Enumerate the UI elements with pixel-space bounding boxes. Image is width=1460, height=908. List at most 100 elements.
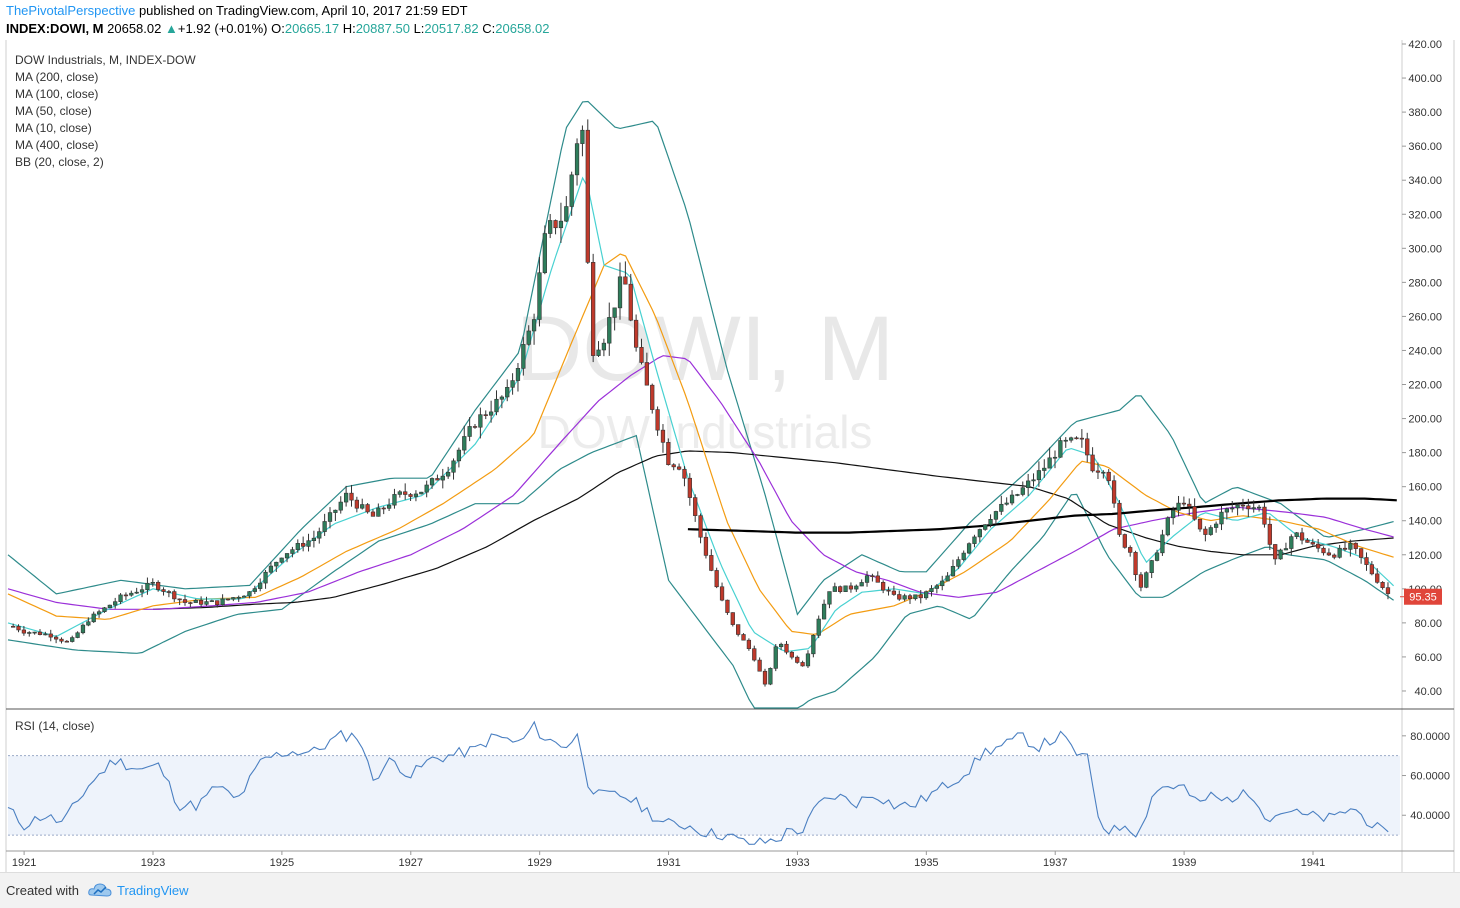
candle-down (800, 662, 805, 667)
close-value: 20658.02 (495, 21, 550, 36)
candle-down (381, 507, 386, 510)
candle-up (1165, 517, 1170, 536)
close-label: C: (482, 21, 496, 36)
candle-down (746, 639, 752, 649)
price-tick-label: 300.00 (1408, 243, 1442, 255)
price-chart[interactable]: DOWI, M DOW Industrials 40.00 60.00 80.00 1… (0, 0, 1460, 872)
candle-down (1299, 532, 1305, 541)
candle-down (215, 600, 220, 606)
price-tick-label: 400.00 (1408, 73, 1442, 85)
price-tick-label: 360.00 (1408, 141, 1442, 153)
candle-up (295, 543, 300, 550)
candle-up (446, 471, 451, 477)
candle-down (891, 590, 897, 595)
candle-down (650, 384, 655, 410)
price-tick-label: 280.00 (1408, 277, 1442, 289)
candle-up (999, 503, 1004, 512)
candle-down (591, 262, 596, 356)
candle-down (553, 220, 558, 229)
candle-up (510, 380, 515, 388)
candle-up (306, 540, 311, 547)
candle-up (274, 561, 279, 567)
candle-up (1251, 507, 1256, 510)
candle-up (832, 586, 837, 592)
candle-up (91, 613, 96, 623)
x-tick-label: 1927 (399, 857, 423, 869)
candle-up (1058, 440, 1063, 458)
candle-up (247, 591, 252, 597)
candle-up (96, 611, 102, 615)
candle-up (263, 571, 268, 584)
candle-down (789, 651, 794, 658)
candle-down (1385, 587, 1391, 594)
candle-down (1192, 506, 1197, 520)
candle-down (676, 466, 682, 470)
legend-bb[interactable]: BB (20, close, 2) (15, 155, 104, 169)
candle-up (86, 621, 91, 626)
candle-up (1020, 487, 1025, 495)
legend-ma400[interactable]: MA (400, close) (15, 138, 99, 152)
candle-up (811, 635, 816, 655)
candle-up (467, 426, 472, 437)
candle-down (1326, 552, 1332, 556)
candle-down (736, 624, 741, 635)
candle-down (198, 599, 204, 605)
candle-up (150, 581, 155, 584)
candle-up (977, 529, 982, 538)
candle-down (1364, 557, 1369, 565)
candle-up (392, 494, 397, 506)
author-link[interactable]: ThePivotalPerspective (6, 3, 136, 18)
candle-up (209, 600, 214, 602)
candle-down (1262, 506, 1267, 525)
candle-up (429, 478, 435, 486)
price-tick-label: 40.00 (1414, 686, 1442, 698)
candle-up (1160, 534, 1165, 554)
candle-up (505, 387, 510, 398)
legend-ma10[interactable]: MA (10, close) (15, 121, 92, 135)
candle-up (488, 411, 494, 416)
candle-up (478, 414, 483, 428)
candle-down (37, 631, 43, 635)
candle-up (451, 460, 456, 473)
candle-down (703, 536, 709, 556)
candle-up (413, 493, 419, 497)
candle-down (177, 598, 182, 601)
rsi-tick-label: 80.0000 (1410, 731, 1450, 743)
candle-up (558, 220, 564, 229)
candle-down (301, 543, 306, 547)
candle-up (284, 553, 290, 559)
candle-down (64, 640, 69, 643)
ohlc-line: INDEX:DOWI, M 20658.02 ▲+1.92 (+0.01%) O… (6, 21, 550, 36)
candle-down (655, 409, 660, 431)
tradingview-link[interactable]: TradingView (117, 883, 189, 898)
price-tick-label: 120.00 (1408, 550, 1442, 562)
watermark-sub: DOW Industrials (538, 406, 873, 458)
legend-ma50[interactable]: MA (50, close) (15, 104, 92, 118)
candle-down (161, 589, 166, 592)
candle-up (1009, 494, 1015, 504)
candle-up (1052, 456, 1058, 459)
candle-up (231, 597, 236, 600)
bollinger-upper-band (7, 100, 1394, 616)
low-value: 20517.82 (424, 21, 479, 36)
candle-up (940, 580, 945, 587)
candle-down (1246, 505, 1251, 510)
chart-frame (5, 40, 1455, 872)
legend-title[interactable]: DOW Industrials, M, INDEX-DOW (15, 53, 196, 67)
candle-down (682, 468, 687, 479)
candle-up (1101, 471, 1106, 474)
legend-ma200[interactable]: MA (200, close) (15, 70, 99, 84)
candle-up (1015, 494, 1020, 496)
x-tick-label: 1939 (1172, 857, 1196, 869)
candle-up (1068, 437, 1074, 441)
candle-up (1026, 480, 1031, 489)
candle-down (403, 491, 408, 495)
legend-ma100[interactable]: MA (100, close) (15, 87, 99, 101)
legend-rsi[interactable]: RSI (14, close) (15, 719, 95, 733)
candle-down (1106, 471, 1111, 482)
candle-up (376, 507, 381, 517)
x-tick-label: 1929 (527, 857, 551, 869)
candle-down (644, 362, 649, 386)
candle-down (472, 426, 478, 428)
candle-down (365, 504, 370, 513)
